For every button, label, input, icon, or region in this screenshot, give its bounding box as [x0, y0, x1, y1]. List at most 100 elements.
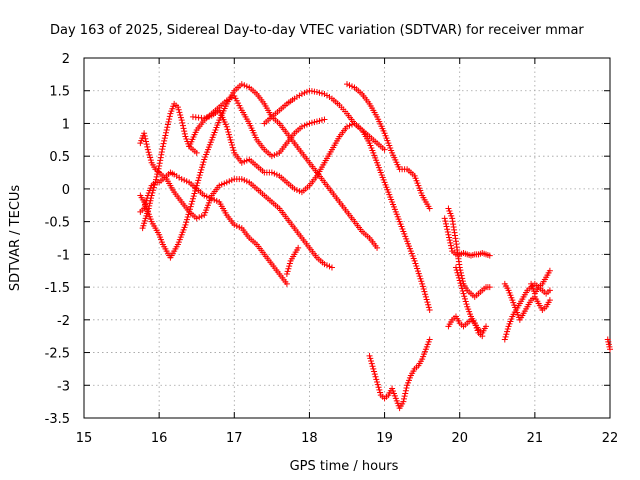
- data-point: [174, 104, 181, 111]
- data-point: [223, 123, 230, 130]
- data-point: [226, 178, 233, 185]
- data-point: [486, 284, 493, 291]
- data-point: [161, 135, 168, 142]
- data-point: [163, 129, 170, 136]
- plot-frame: [83, 57, 611, 419]
- data-point: [229, 142, 236, 149]
- data-point: [458, 282, 465, 289]
- data-point: [414, 268, 421, 275]
- data-point: [421, 288, 428, 295]
- data-point: [419, 283, 426, 290]
- data-point: [186, 206, 193, 213]
- data-point: [376, 386, 383, 393]
- data-point: [298, 91, 305, 97]
- data-point: [150, 187, 157, 194]
- data-point: [374, 244, 381, 251]
- data-point: [180, 125, 187, 132]
- data-point: [154, 171, 161, 178]
- data-point: [243, 178, 250, 185]
- data-point: [224, 126, 231, 133]
- data-point: [403, 385, 410, 391]
- data-point: [446, 237, 453, 244]
- axis-ticks: 15 16 17 18 19 20 21 22-3.5-3-2.5-2-1.5-1-0.500…: [45, 52, 619, 446]
- data-point: [152, 179, 159, 186]
- data-point: [178, 176, 185, 183]
- data-point: [446, 234, 453, 241]
- data-point: [415, 270, 422, 277]
- data-point: [461, 295, 468, 302]
- data-point: [145, 205, 152, 212]
- data-points: [137, 81, 613, 412]
- data-point: [238, 159, 245, 166]
- data-point: [306, 120, 313, 127]
- data-point: [203, 114, 210, 121]
- series-arc1: [137, 169, 290, 287]
- data-point: [241, 158, 248, 165]
- data-point: [419, 280, 426, 287]
- data-point: [151, 181, 158, 188]
- data-point: [147, 157, 154, 164]
- data-point: [316, 117, 323, 124]
- data-point: [211, 196, 218, 203]
- data-point: [146, 202, 153, 209]
- data-point: [374, 381, 381, 388]
- data-point: [241, 82, 248, 89]
- series-arc18: [604, 336, 613, 353]
- data-point: [303, 88, 310, 95]
- data-point: [166, 113, 173, 120]
- data-point: [159, 146, 166, 153]
- series-arc13: [445, 313, 490, 336]
- data-point: [189, 195, 196, 202]
- data-point: [425, 304, 432, 311]
- data-point: [193, 182, 200, 189]
- x-tick-label: 16: [151, 431, 168, 446]
- data-point: [183, 219, 190, 226]
- data-point: [163, 127, 170, 133]
- data-point: [413, 263, 420, 269]
- data-point: [268, 169, 275, 176]
- data-point: [283, 280, 290, 287]
- data-point: [238, 176, 245, 183]
- data-point: [141, 133, 148, 139]
- data-point: [221, 180, 228, 187]
- data-point: [148, 192, 155, 199]
- data-point: [366, 352, 373, 359]
- data-point: [301, 89, 308, 96]
- data-point: [153, 173, 160, 180]
- data-point: [273, 171, 280, 178]
- data-point: [318, 90, 325, 97]
- data-point: [447, 242, 454, 249]
- data-point: [196, 214, 203, 221]
- data-point: [402, 387, 409, 394]
- data-point: [483, 323, 490, 330]
- data-point: [286, 260, 293, 267]
- data-point: [445, 231, 452, 238]
- data-point: [283, 271, 290, 277]
- data-point: [402, 390, 409, 397]
- data-point: [182, 221, 189, 228]
- data-point: [194, 180, 201, 187]
- data-point: [225, 128, 232, 135]
- data-point: [228, 177, 235, 184]
- data-point: [447, 239, 454, 246]
- series-arc5: [186, 92, 328, 160]
- data-point: [293, 187, 300, 193]
- data-point: [178, 117, 185, 124]
- series-arc7: [261, 87, 388, 153]
- data-point: [367, 355, 374, 362]
- data-point: [159, 143, 166, 150]
- data-point: [198, 213, 205, 220]
- data-point: [298, 123, 305, 130]
- y-tick-label: 2: [62, 52, 70, 67]
- data-point: [193, 215, 200, 222]
- data-point: [146, 151, 153, 158]
- data-point: [158, 148, 165, 155]
- y-axis-label: SDTVAR / TECUs: [8, 185, 23, 292]
- data-point: [196, 172, 203, 179]
- data-point: [381, 146, 388, 153]
- data-point: [374, 379, 381, 385]
- data-point: [311, 119, 318, 126]
- data-point: [236, 224, 243, 231]
- series-arc2: [137, 130, 335, 271]
- data-point: [271, 152, 278, 159]
